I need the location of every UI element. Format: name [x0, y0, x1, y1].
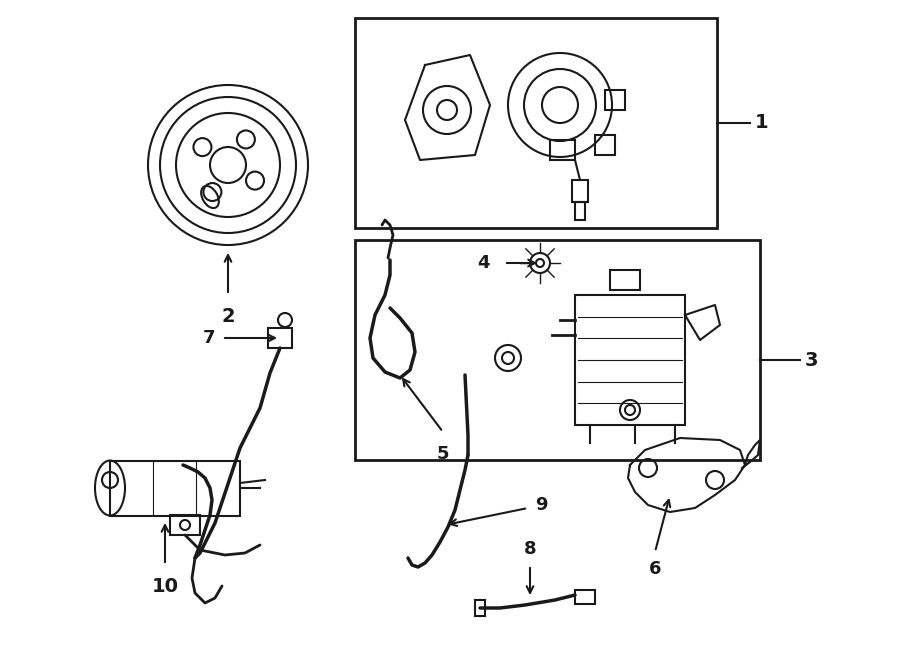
Text: 10: 10 [151, 577, 178, 596]
Text: 8: 8 [524, 540, 536, 558]
Bar [572, 180, 588, 202]
Bar [610, 270, 640, 290]
Bar [575, 295, 685, 425]
Text: 7: 7 [202, 329, 215, 347]
Bar [170, 515, 200, 535]
Bar [575, 590, 595, 604]
Text: 3: 3 [805, 350, 818, 369]
Bar [268, 328, 292, 348]
Bar [110, 461, 240, 516]
Text: 1: 1 [755, 114, 769, 132]
Text: 5: 5 [436, 445, 449, 463]
Text: 6: 6 [649, 560, 662, 578]
Text: 4: 4 [478, 254, 490, 272]
Bar [355, 240, 760, 460]
Text: 2: 2 [221, 307, 235, 326]
Bar [355, 18, 717, 228]
Bar [575, 202, 585, 220]
Text: 9: 9 [535, 496, 547, 514]
